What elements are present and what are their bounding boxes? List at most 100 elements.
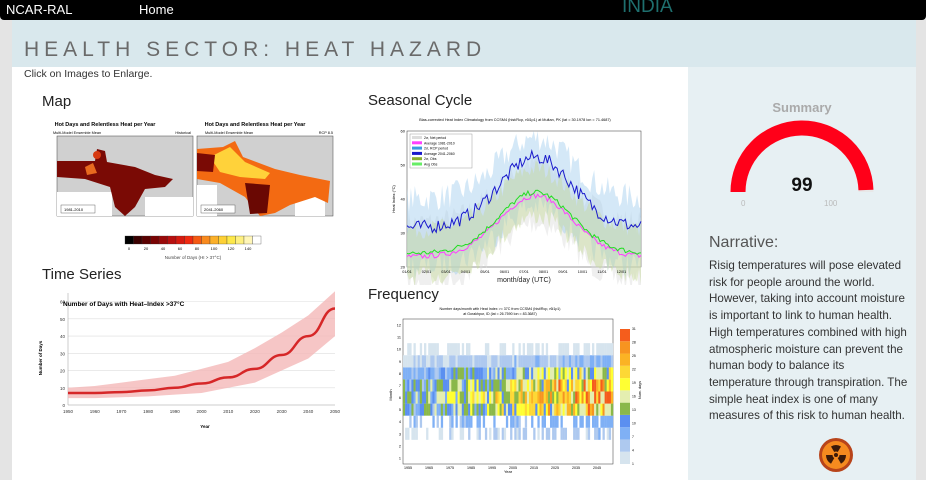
heatmap-cell [568, 403, 572, 416]
heatmap-cell [405, 403, 408, 416]
heatmap-cell [587, 391, 591, 404]
heatmap-cell [610, 379, 614, 392]
heatmap-cell [476, 367, 479, 380]
heatmap-cell [558, 391, 561, 404]
heatmap-cell [600, 343, 603, 356]
confidence-band [68, 291, 335, 399]
heatmap-cell [419, 343, 423, 356]
heatmap-cell [419, 379, 423, 392]
x-tick-label: 01/01 [402, 270, 412, 274]
x-tick-label: 2000 [196, 409, 207, 414]
heatmap-cell [512, 391, 515, 404]
heatmap-cell [455, 367, 458, 380]
heatmap-cell [594, 355, 597, 368]
heatmap-cell [426, 427, 429, 440]
heatmap-cell [596, 427, 599, 440]
heatmap-cell [533, 355, 536, 368]
heatmap-cell [484, 367, 488, 380]
heatmap-cell [403, 391, 406, 404]
heatmap-cell [430, 391, 433, 404]
heatmap-cell [575, 415, 578, 428]
heatmap-cell [585, 391, 588, 404]
heatmap-cell [407, 367, 410, 380]
y-tick-label: 10 [397, 348, 401, 352]
map-left-tag: Historical [175, 131, 191, 135]
heatmap-cell [594, 415, 597, 428]
heatmap-cell [552, 379, 555, 392]
heatmap-cell [445, 391, 448, 404]
colorbar-swatch [620, 353, 630, 366]
heatmap-cell [468, 367, 471, 380]
heatmap-cell [573, 415, 576, 428]
colorbar-tick: 4 [632, 449, 634, 453]
heatmap-cell [516, 415, 519, 428]
heatmap-cell [560, 415, 563, 428]
heatmap-cell [562, 403, 565, 416]
heatmap-cell [592, 391, 595, 404]
heatmap-cell [539, 379, 542, 392]
heatmap-cell [407, 391, 410, 404]
heatmap-cell [489, 355, 492, 368]
heatmap-cell [430, 355, 433, 368]
heatmap-cell [524, 367, 528, 380]
heatmap-cell [499, 343, 502, 356]
heatmap-cell [468, 403, 471, 416]
heatmap-cell [573, 427, 576, 440]
heatmap-cell [403, 403, 406, 416]
heatmap-cell [522, 427, 525, 440]
heatmap-cell [539, 403, 542, 416]
heatmap-cell [589, 391, 593, 404]
map-left-subtitle: Multi-Model Ensemble Mean [53, 131, 101, 135]
heatmap-cell [499, 355, 502, 368]
country-label: INDIA [622, 0, 673, 17]
heatmap-cell [409, 403, 412, 416]
y-tick-label: 1 [399, 456, 401, 460]
heatmap-cell [459, 415, 462, 428]
colorbar-tick: 120 [228, 246, 235, 251]
time-series-heading: Time Series [42, 266, 122, 283]
heatmap-cell [596, 415, 599, 428]
brand-link[interactable]: NCAR-RAL [6, 2, 73, 17]
home-link[interactable]: Home [139, 2, 174, 17]
colorbar-swatch [620, 427, 630, 440]
heatmap-cell [476, 379, 479, 392]
heatmap-cell [447, 403, 450, 416]
heatmap-cell [405, 427, 408, 440]
heatmap-cell [501, 343, 504, 356]
heatmap-cell [581, 355, 584, 368]
heatmap-cell [606, 379, 609, 392]
heatmap-cell [505, 415, 509, 428]
map-image[interactable]: Hot Days and Relentless Heat per Year Ho… [45, 117, 335, 262]
heatmap-cell [524, 427, 528, 440]
heatmap-cell [594, 427, 597, 440]
heatmap-cell [438, 355, 441, 368]
heatmap-cell [419, 367, 423, 380]
heatmap-cell [566, 355, 570, 368]
heatmap-cell [482, 379, 486, 392]
heatmap-cell [487, 391, 490, 404]
seasonal-cycle-chart[interactable]: Bias-corrected Heat Index Climatology fr… [385, 115, 645, 285]
y-tick-label: 5 [399, 408, 401, 412]
heatmap-cell [524, 355, 528, 368]
map-right-title: Hot Days and Relentless Heat per Year [205, 122, 307, 128]
heatmap-cell [495, 427, 498, 440]
colorbar-swatch [201, 235, 211, 245]
y-tick-label: 20 [401, 265, 406, 270]
heatmap-cell [581, 415, 584, 428]
avg-1981-2010-line [406, 193, 642, 259]
y-tick-label: 8 [399, 372, 401, 376]
frequency-heatmap[interactable]: Number days/month with Heat Index >= 37C… [385, 305, 645, 475]
heatmap-cell [432, 415, 435, 428]
colorbar-swatch [158, 235, 168, 245]
heatmap-cell [604, 403, 607, 416]
heatmap-cell [499, 379, 502, 392]
heatmap-cell [531, 379, 534, 392]
heatmap-cell [466, 403, 469, 416]
x-tick-label: 10/01 [578, 270, 588, 274]
heatmap-cell [577, 403, 580, 416]
heatmap-cell [581, 391, 584, 404]
legend-label: Average 1981-2010 [424, 141, 455, 145]
heatmap-cell [535, 379, 538, 392]
radiation-hazard-icon[interactable] [818, 437, 854, 473]
